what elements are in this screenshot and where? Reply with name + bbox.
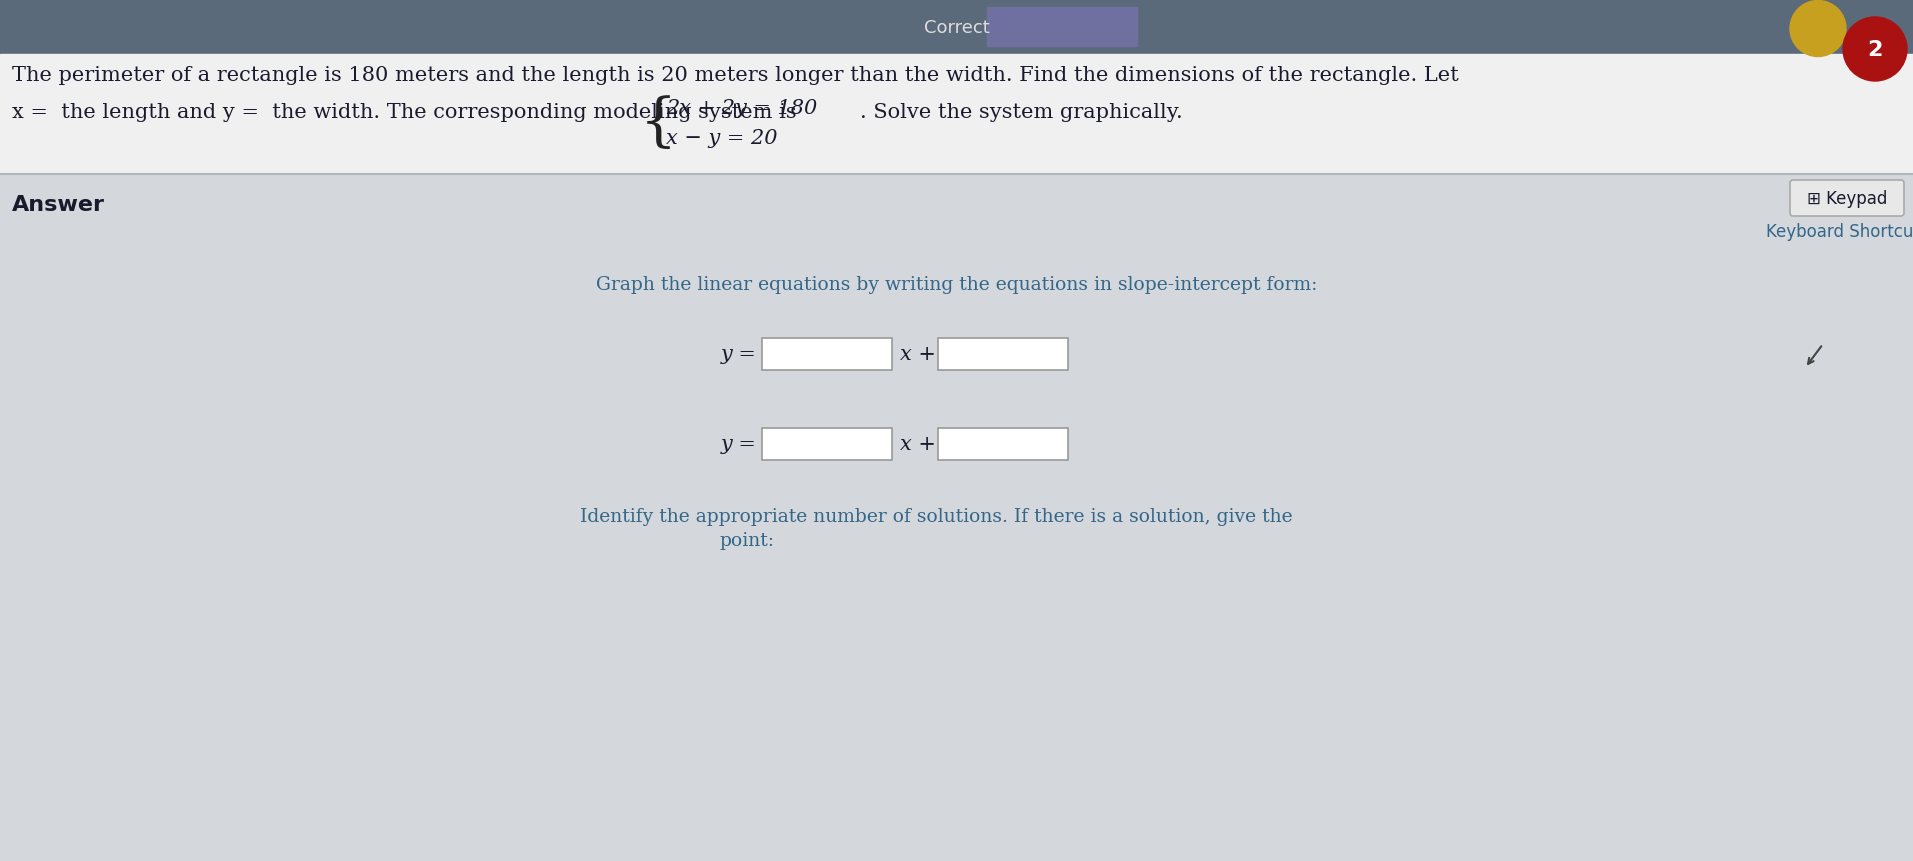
Text: x +: x + [899,435,935,454]
Text: {: { [641,96,677,152]
Text: The perimeter of a rectangle is 180 meters and the length is 20 meters longer th: The perimeter of a rectangle is 180 mete… [11,65,1460,84]
Circle shape [1791,2,1846,58]
FancyBboxPatch shape [937,429,1067,461]
Text: point:: point: [719,531,775,549]
Text: x +: x + [899,345,935,364]
Text: Identify the appropriate number of solutions. If there is a solution, give the: Identify the appropriate number of solut… [580,507,1293,525]
Text: Correct: Correct [924,18,989,36]
Text: Graph the linear equations by writing the equations in slope-intercept form:: Graph the linear equations by writing th… [595,276,1318,294]
Bar [0,55,1913,175]
Bar [987,8,1136,47]
FancyBboxPatch shape [1791,181,1903,217]
Circle shape [1842,18,1907,82]
Text: . Solve the system graphically.: . Solve the system graphically. [861,102,1182,121]
Text: x − y = 20: x − y = 20 [666,128,777,147]
Bar [0,0,1913,55]
Text: y =: y = [721,435,756,454]
FancyBboxPatch shape [761,338,891,370]
Text: ⊞ Keypad: ⊞ Keypad [1806,189,1888,208]
Text: Keyboard Shortcuts: Keyboard Shortcuts [1766,223,1913,241]
Text: Answer: Answer [11,195,105,214]
Bar [0,175,1913,861]
Text: y =: y = [721,345,756,364]
Text: 2: 2 [1867,40,1882,60]
FancyBboxPatch shape [937,338,1067,370]
Text: x =  the length and y =  the width. The corresponding modeling system is: x = the length and y = the width. The co… [11,102,796,121]
FancyBboxPatch shape [761,429,891,461]
Text: 2x + 2y = 180: 2x + 2y = 180 [666,98,817,117]
